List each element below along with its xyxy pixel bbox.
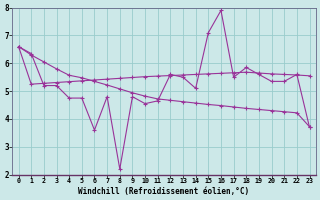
X-axis label: Windchill (Refroidissement éolien,°C): Windchill (Refroidissement éolien,°C) [78,187,250,196]
